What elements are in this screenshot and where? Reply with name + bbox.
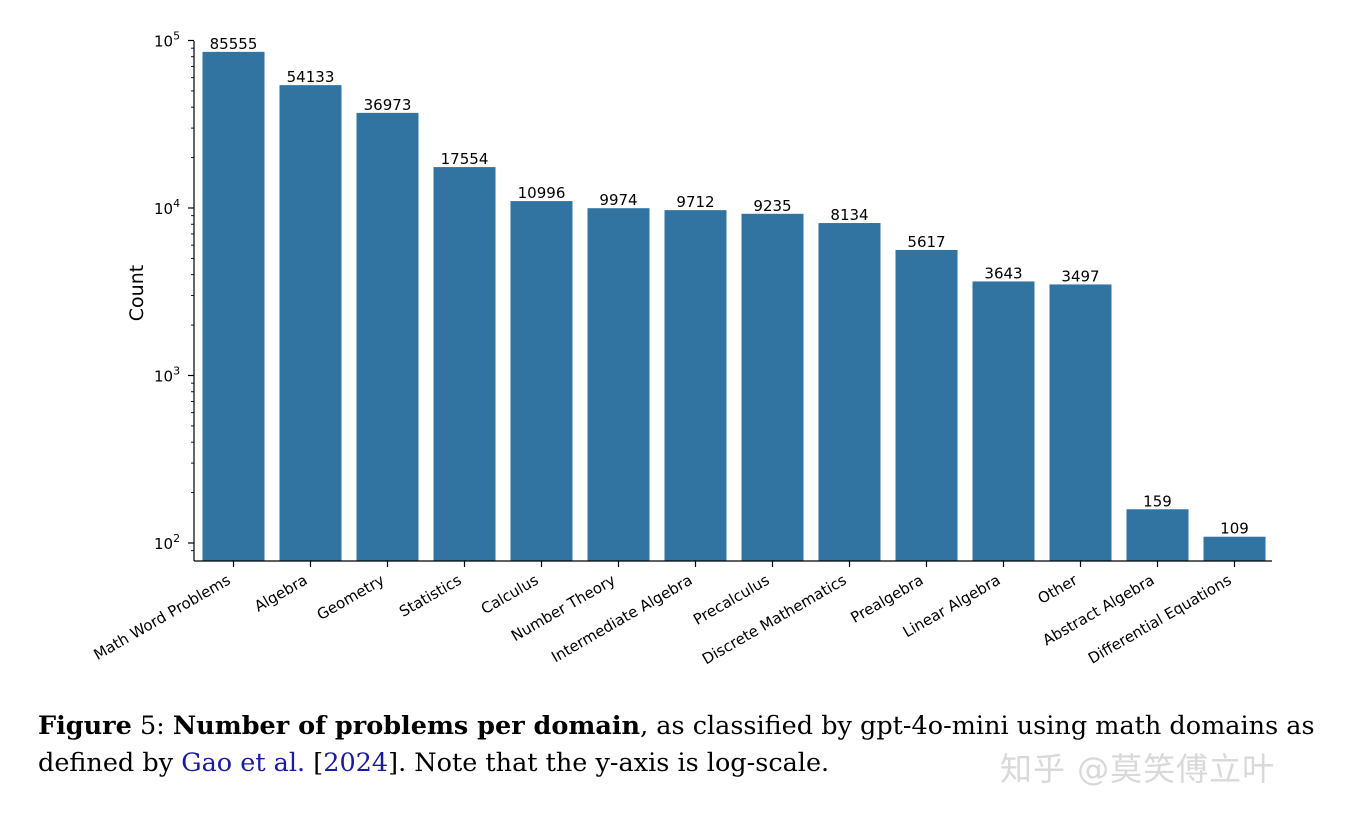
bar-value-label: 8134 (830, 206, 868, 224)
y-tick-label: 105 (154, 30, 180, 51)
bar (587, 208, 650, 561)
bar (664, 210, 727, 561)
bar (895, 249, 958, 561)
bar (818, 223, 881, 561)
caption-fig-number: 5: (139, 711, 165, 741)
caption-title: Number of problems per domain (172, 711, 641, 741)
x-tick-label: Geometry (314, 571, 388, 624)
x-axis: Math Word Problems Algebra Geometry Statist… (90, 560, 1272, 668)
bar (741, 213, 804, 562)
value-labels: 85555 54133 36973 17554 10996 9974 9712 9235 813… (210, 35, 1249, 538)
bar (1203, 536, 1266, 561)
bar-value-label: 3643 (984, 264, 1022, 282)
bar-value-label: 36973 (364, 96, 412, 114)
bar (1049, 284, 1112, 561)
bar-value-label: 159 (1143, 492, 1172, 510)
bar-value-label: 10996 (518, 184, 566, 202)
y-axis-label: Count (126, 265, 148, 321)
bar (202, 51, 265, 561)
y-axis: 102 103 104 105 (154, 30, 195, 561)
bar (972, 281, 1035, 561)
x-tick-label: Differential Equations (1085, 571, 1235, 668)
x-tick-label: Algebra (251, 571, 310, 616)
citation-year-link[interactable]: 2024 (323, 748, 389, 778)
bar-value-label: 3497 (1061, 267, 1099, 285)
bar-value-label: 9235 (753, 197, 791, 215)
watermark: 知乎 @莫笑傅立叶 (1000, 750, 1276, 788)
bar-value-label: 9712 (676, 193, 714, 211)
bar (433, 167, 496, 561)
bar-value-label: 85555 (210, 35, 258, 53)
bar-value-label: 5617 (907, 233, 945, 251)
x-tick-label: Other (1035, 570, 1082, 607)
bar-value-label: 109 (1220, 520, 1249, 538)
y-tick-label: 104 (154, 197, 180, 218)
bar (356, 112, 419, 562)
bars (202, 51, 1266, 562)
caption-fig-label: Figure (38, 711, 132, 741)
bar-chart: 102 103 104 105 85555 54133 36973 17554 10996 99… (90, 30, 1272, 668)
bar (279, 85, 342, 562)
caption-text-1: , as classified by gpt-4o-mini using mat… (38, 711, 1315, 778)
caption-text-2: ]. Note that the y-axis is log-scale. (388, 748, 830, 778)
bar-value-label: 54133 (287, 68, 335, 86)
citation-authors-link[interactable]: Gao et al. (181, 748, 306, 778)
caption-cite-open: [ (305, 748, 324, 778)
bar-value-label: 9974 (599, 191, 637, 209)
bar-value-label: 17554 (441, 150, 489, 168)
x-tick-label: Calculus (478, 571, 542, 618)
x-tick-label: Statistics (396, 571, 465, 621)
y-tick-label: 102 (154, 532, 180, 553)
x-tick-label: Intermediate Algebra (548, 571, 695, 666)
x-tick-label: Math Word Problems (90, 571, 233, 664)
y-tick-label: 103 (154, 365, 180, 386)
x-tick-label: Discrete Mathematics (699, 571, 850, 668)
bar (1126, 509, 1189, 561)
figure-caption: Figure 5: Number of problems per domain,… (38, 708, 1328, 782)
bar (510, 201, 573, 561)
